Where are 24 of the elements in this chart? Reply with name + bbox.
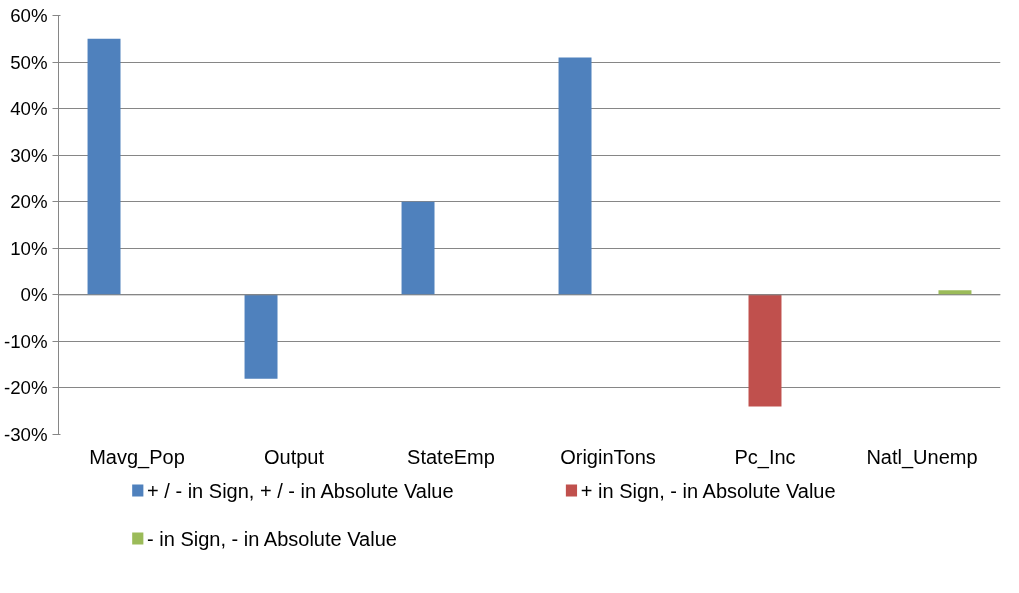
bar: [748, 294, 782, 407]
y-tick-label: 60%: [10, 5, 48, 26]
legend-label: - in Sign, - in Absolute Value: [147, 527, 397, 550]
x-tick-label: StateEmp: [407, 445, 495, 468]
legend-label: + in Sign, - in Absolute Value: [580, 479, 836, 502]
y-tick-label: 10%: [10, 237, 48, 259]
y-tick-label: -30%: [3, 424, 48, 445]
legend-label: + / - in Sign, + / - in Absolute Value: [147, 479, 454, 502]
y-tick-label: 40%: [10, 98, 48, 120]
x-tick-label: Mavg_Pop: [89, 445, 185, 469]
y-tick-label: 20%: [10, 191, 48, 213]
x-tick-label: OriginTons: [560, 445, 656, 468]
y-tick-label: 50%: [10, 51, 48, 73]
x-tick-label: Output: [263, 445, 325, 468]
x-tick-label: Pc_Inc: [734, 445, 796, 469]
bar: [244, 294, 278, 379]
bar: [87, 38, 121, 295]
y-tick-label: -10%: [3, 330, 48, 352]
y-tick-label: 0%: [20, 284, 48, 306]
bar: [401, 201, 435, 295]
y-tick-label: -20%: [3, 377, 48, 399]
x-tick-label: Natl_Unemp: [866, 445, 978, 469]
y-tick-label: 30%: [10, 144, 48, 166]
bar: [558, 57, 592, 295]
